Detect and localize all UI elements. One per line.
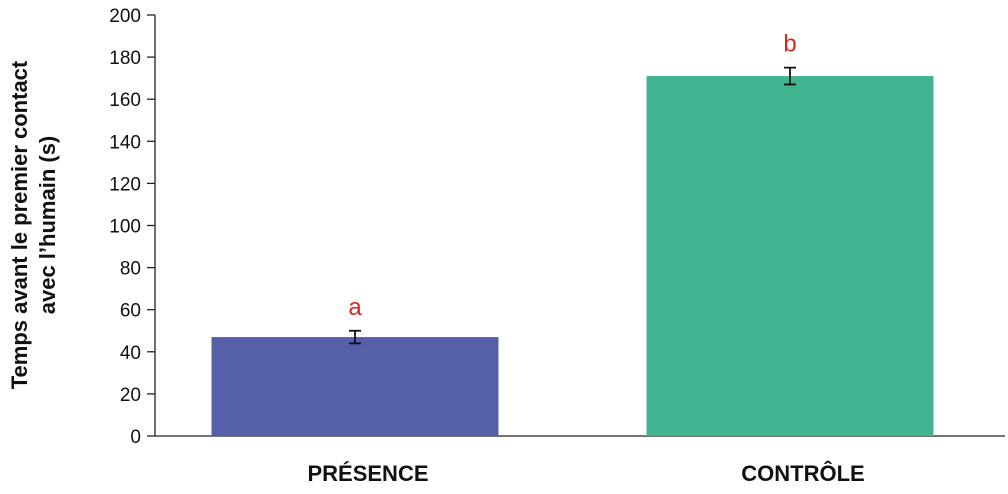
bars xyxy=(211,76,934,437)
bar-2 xyxy=(646,76,934,437)
y-tick-label: 140 xyxy=(109,132,141,153)
y-tick-label: 160 xyxy=(109,90,141,111)
y-tick-label: 80 xyxy=(120,259,141,280)
significance-letter-1: a xyxy=(348,294,362,321)
y-tick-label: 60 xyxy=(120,301,141,322)
y-tick-label: 180 xyxy=(109,48,141,69)
error-bar-1 xyxy=(349,329,361,345)
y-axis-ticks: 0 20 40 60 80 100 120 140 160 180 200 xyxy=(109,6,155,448)
significance-letters: ab xyxy=(348,31,796,321)
y-tick-label: 200 xyxy=(109,6,141,27)
x-category-label-2: CONTRÔLE xyxy=(741,461,864,486)
y-tick-label: 100 xyxy=(109,217,141,238)
y-axis-title-line-2: avec l’humain (s) xyxy=(35,136,60,315)
x-category-label-1: PRÉSENCE xyxy=(307,461,428,486)
y-tick-label: 40 xyxy=(120,343,141,364)
significance-letter-2: b xyxy=(783,31,796,58)
x-axis-category-labels: PRÉSENCE CONTRÔLE xyxy=(307,461,864,486)
error-bar-2 xyxy=(784,66,796,86)
y-tick-label: 20 xyxy=(120,385,141,406)
y-tick-label: 120 xyxy=(109,174,141,195)
bar-1 xyxy=(211,337,499,436)
y-tick-label: 0 xyxy=(130,427,141,448)
y-axis-title-line-1: Temps avant le premier contact xyxy=(7,60,32,389)
y-axis-title: Temps avant le premier contact avec l’hu… xyxy=(7,60,60,389)
error-bars xyxy=(349,66,796,345)
